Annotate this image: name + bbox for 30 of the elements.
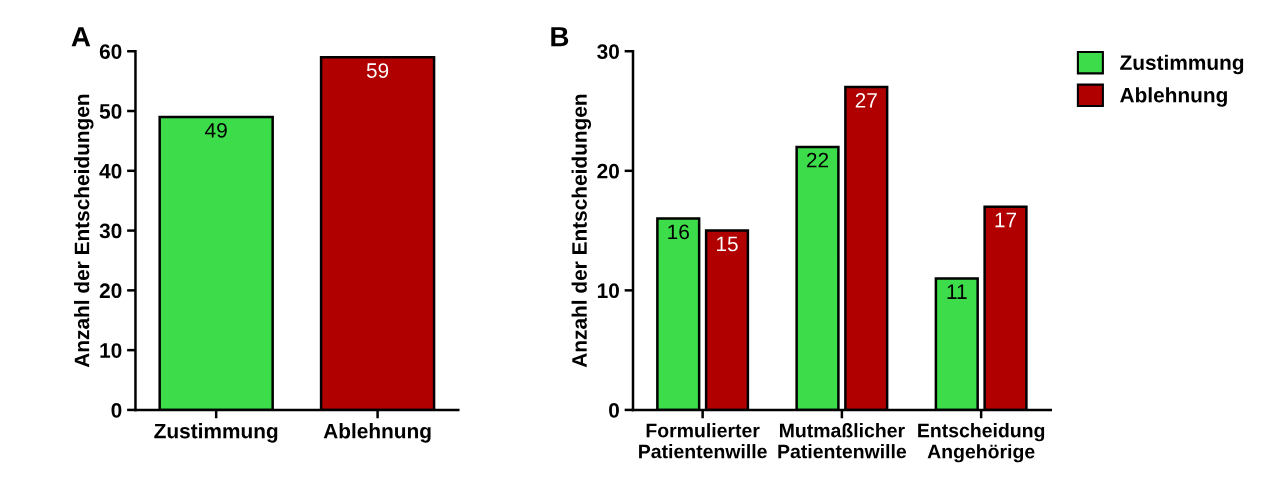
y-tick-label: 0 xyxy=(609,402,619,418)
x-tick-label: Formulierter Patientenwille xyxy=(639,423,767,459)
y-tick-label: 30 xyxy=(597,44,619,60)
x-tick-label: Mutmaßlicher Patientenwille xyxy=(778,423,907,459)
legend-label: Ablehnung xyxy=(1120,87,1227,107)
y-tick-label: 30 xyxy=(99,223,122,239)
data-label: 59 xyxy=(366,63,389,78)
text: B xyxy=(551,27,569,47)
y-axis-title: Anzahl der Entscheidungen xyxy=(74,94,94,368)
data-label: 22 xyxy=(806,152,829,168)
y-tick-label: 60 xyxy=(99,44,122,59)
y-tick-label: 20 xyxy=(597,163,619,179)
data-label: 49 xyxy=(205,122,227,138)
y-tick-label: 10 xyxy=(100,343,122,358)
y-tick-label: 10 xyxy=(597,283,619,299)
y-tick-label: 0 xyxy=(111,402,122,418)
data-label: 11 xyxy=(947,284,967,299)
y-tick-label: 50 xyxy=(99,104,122,119)
x-tick-label: Zustimmung xyxy=(154,423,278,443)
x-tick-label: Entscheidung Angehörige xyxy=(918,423,1045,463)
text: A xyxy=(71,27,91,47)
y-tick-label: 20 xyxy=(99,283,122,299)
legend-label: Zustimmung xyxy=(1120,54,1244,75)
y-axis-title: Anzahl der Entscheidungen xyxy=(571,94,592,368)
x-tick-label: Ablehnung xyxy=(323,423,431,443)
data-label: 27 xyxy=(855,93,877,108)
data-label: 16 xyxy=(668,224,689,240)
y-tick-label: 40 xyxy=(99,163,122,179)
data-label: 15 xyxy=(717,236,738,252)
data-label: 17 xyxy=(995,212,1017,228)
